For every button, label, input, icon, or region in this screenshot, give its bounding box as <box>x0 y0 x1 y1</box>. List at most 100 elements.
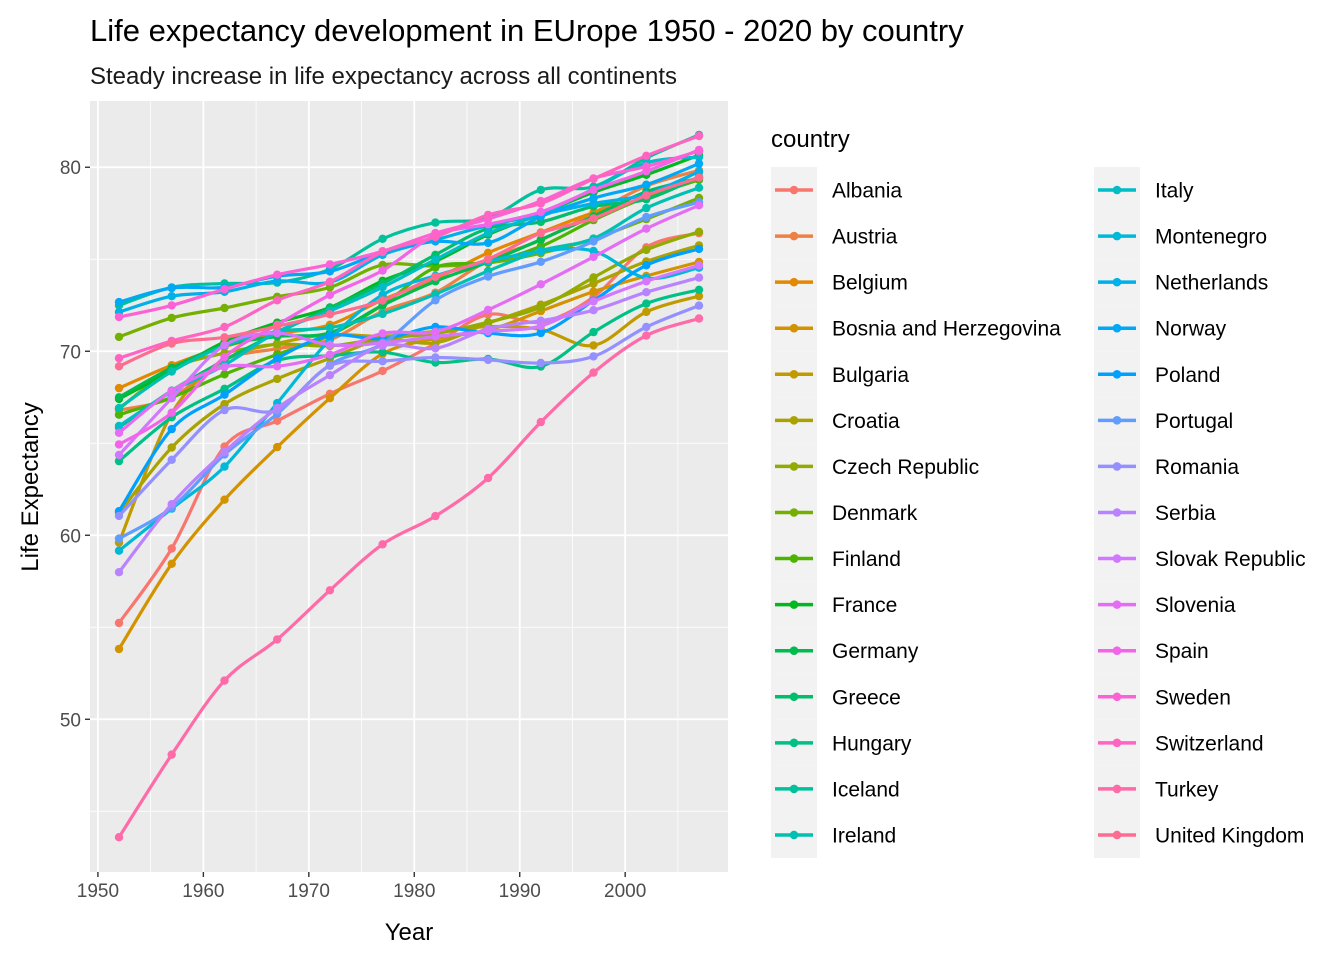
legend-key-point <box>789 692 799 702</box>
data-point-norway <box>483 238 493 248</box>
data-point-finland <box>220 370 229 379</box>
data-point-spain <box>325 290 335 300</box>
data-point-albania <box>167 544 176 553</box>
data-point-turkey <box>642 331 651 340</box>
data-point-sweden <box>325 260 335 269</box>
data-point-united-kingdom <box>325 310 335 319</box>
data-point-czech-republic <box>483 318 493 327</box>
data-point-croatia <box>589 279 598 288</box>
legend-key-point <box>1112 277 1122 287</box>
data-point-bulgaria <box>694 291 704 301</box>
legend-key-point <box>1112 323 1122 333</box>
legend-label: Czech Republic <box>832 456 979 479</box>
data-point-slovak-republic <box>167 394 176 403</box>
y-tick-label: 60 <box>60 526 81 547</box>
data-point-united-kingdom <box>589 214 598 223</box>
data-point-portugal <box>114 534 124 543</box>
data-point-slovak-republic <box>589 297 598 306</box>
legend-label: Ireland <box>832 824 896 847</box>
legend-item-netherlands: Netherlands <box>1094 259 1268 306</box>
legend-item-bosnia-and-herzegovina: Bosnia and Herzegovina <box>771 305 1061 352</box>
data-point-norway <box>694 159 704 168</box>
x-tick-label: 1980 <box>393 881 435 902</box>
data-point-albania <box>273 416 282 425</box>
data-point-croatia <box>167 443 176 452</box>
series-romania <box>114 301 704 521</box>
data-point-finland <box>114 410 124 419</box>
data-point-switzerland <box>431 232 440 242</box>
data-point-romania <box>642 322 651 332</box>
legend-label: Finland <box>832 548 901 571</box>
legend-label: Denmark <box>832 502 918 525</box>
data-point-united-kingdom <box>483 254 493 264</box>
data-point-united-kingdom <box>642 191 651 200</box>
data-point-iceland <box>536 185 545 195</box>
data-point-spain <box>167 408 176 417</box>
y-tick-label: 50 <box>60 710 81 731</box>
data-point-serbia <box>167 500 176 509</box>
data-point-germany <box>536 235 545 244</box>
data-point-spain <box>220 352 229 362</box>
legend-label: Turkey <box>1155 778 1219 801</box>
y-axis: 50 60 70 80 <box>60 158 90 731</box>
data-point-croatia <box>220 399 229 409</box>
legend-label: Austria <box>832 226 898 249</box>
data-point-hungary <box>220 384 229 393</box>
legend-key-point <box>789 600 799 609</box>
x-tick-label: 1990 <box>499 881 541 902</box>
data-point-slovenia <box>325 350 335 359</box>
legend-key-point <box>1112 830 1122 840</box>
data-point-turkey <box>220 676 229 685</box>
data-point-bulgaria <box>642 307 651 317</box>
data-point-romania <box>431 353 440 362</box>
legend-item-austria: Austria <box>771 213 898 260</box>
legend-label: Bulgaria <box>832 364 909 387</box>
legend-key-point <box>789 830 799 840</box>
legend-item-greece: Greece <box>771 673 901 720</box>
legend-item-albania: Albania <box>771 167 902 213</box>
legend-item-italy: Italy <box>1094 167 1194 213</box>
legend-key-point <box>1112 369 1122 379</box>
data-point-portugal <box>589 237 598 246</box>
data-point-turkey <box>114 833 124 842</box>
data-point-belgium <box>114 383 124 393</box>
legend-label: France <box>832 594 897 617</box>
data-point-turkey <box>167 750 176 759</box>
data-point-slovenia <box>431 327 440 336</box>
legend-key-point <box>789 646 799 655</box>
data-point-germany <box>114 393 124 402</box>
legend-key-point <box>1112 738 1122 748</box>
data-point-denmark <box>114 332 124 342</box>
legend-item-belgium: Belgium <box>771 259 908 306</box>
data-point-serbia <box>114 568 124 577</box>
legend-key-point <box>1112 600 1122 609</box>
legend-key-point <box>789 462 799 471</box>
legend-item-croatia: Croatia <box>771 397 900 444</box>
legend-item-sweden: Sweden <box>1094 673 1231 720</box>
data-point-portugal <box>483 272 493 281</box>
data-point-slovak-republic <box>536 321 545 331</box>
data-point-slovenia <box>114 428 124 437</box>
data-point-ireland <box>325 323 335 332</box>
data-point-portugal <box>536 257 545 266</box>
legend-label: Italy <box>1155 180 1194 203</box>
data-point-switzerland <box>273 296 282 305</box>
data-point-slovenia <box>378 329 387 338</box>
legend-label: Norway <box>1155 318 1227 341</box>
data-point-turkey <box>536 417 545 427</box>
data-point-switzerland <box>114 354 124 363</box>
y-tick-label: 80 <box>60 158 81 179</box>
legend-label: Sweden <box>1155 686 1231 709</box>
data-point-switzerland <box>642 151 651 160</box>
data-point-czech-republic <box>694 227 704 236</box>
data-point-hungary <box>378 348 387 357</box>
data-point-bulgaria <box>589 341 598 350</box>
data-point-switzerland <box>694 131 704 141</box>
data-point-ireland <box>431 290 440 299</box>
data-point-poland <box>220 390 229 399</box>
x-axis-title: Year <box>385 919 434 946</box>
data-point-romania <box>114 511 124 521</box>
data-point-slovak-republic <box>694 261 704 270</box>
data-point-slovenia <box>536 280 545 289</box>
data-point-italy <box>378 283 387 292</box>
